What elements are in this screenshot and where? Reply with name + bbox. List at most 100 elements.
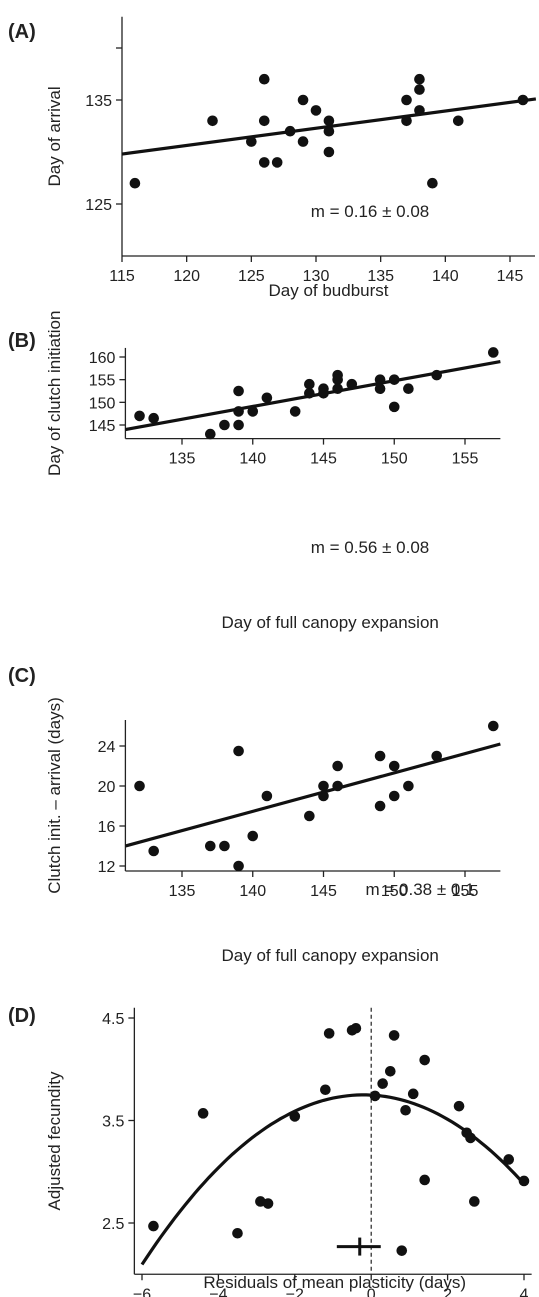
x-tick-label: −4 [209,1286,227,1297]
x-tick-label: 145 [310,883,337,900]
data-point [271,157,283,168]
data-point [318,790,329,802]
panel-3: (D) −6 −4 −2 0 2 4 2.5 3.5 4.5 Residuals of mean p… [8,1005,532,1297]
x-tick-label: 135 [169,451,196,468]
data-point [207,115,218,127]
data-point [233,406,244,417]
data-point [289,406,301,417]
y-axis-title: Day of arrival [45,86,64,186]
y-tick-label: 135 [85,93,112,110]
data-point [332,374,343,385]
data-point [323,125,335,137]
x-tick-label: 145 [497,268,524,285]
data-point [469,1196,480,1207]
data-point [323,146,335,158]
data-point [247,830,259,842]
x-tick-label: 150 [381,883,408,900]
regression-line [124,742,501,848]
y-tick-label: 2.5 [102,1216,124,1233]
quadratic-fit-curve [140,1093,526,1266]
panel-letter: (A) [8,21,36,43]
data-point [385,1066,396,1077]
y-tick-label: 3.5 [102,1114,124,1131]
data-point [233,385,244,397]
data-point [197,1108,209,1119]
x-tick-label: 150 [381,451,408,468]
data-point [396,1245,408,1256]
data-point [134,410,145,422]
data-point [219,840,230,852]
data-point [261,790,273,802]
y-axis-title: Clutch init. – arrival (days) [45,697,64,894]
data-point [332,780,343,792]
data-point [431,369,443,381]
data-point [134,780,145,792]
data-point [374,374,386,385]
data-point [414,105,425,116]
data-point [262,1198,274,1209]
data-point [346,378,358,390]
x-tick-label: 115 [109,268,135,285]
y-tick-label: 16 [98,819,116,836]
y-tick-label: 145 [89,418,116,435]
data-point [388,401,400,413]
data-point [401,115,412,127]
data-point [503,1154,515,1165]
data-point [374,750,386,762]
x-tick-label: 2 [443,1286,452,1297]
y-tick-label: 4.5 [102,1011,124,1028]
data-point [414,84,425,95]
data-point [247,406,259,417]
y-tick-label: 160 [89,350,116,367]
slope-annotation: m = 0.16 ± 0.08 [311,202,430,221]
y-tick-label: 24 [98,739,116,756]
y-tick-label: 125 [85,197,112,214]
data-point [419,1054,430,1066]
slope-annotation: m = 0.56 ± 0.08 [311,538,430,557]
x-axis-title: Day of full canopy expansion [222,946,439,965]
data-point [488,347,499,358]
data-point [350,1022,362,1034]
data-point [452,115,464,127]
y-tick-label: 20 [98,779,116,796]
data-point [232,1227,243,1239]
x-tick-label: 155 [452,451,479,468]
y-tick-label: 12 [98,859,116,876]
x-tick-label: 140 [432,268,459,285]
data-point [374,800,386,812]
x-axis-title: Day of budburst [268,281,388,300]
x-axis-title: Residuals of mean plasticity (days) [203,1273,466,1292]
data-point [427,177,438,189]
data-point [488,720,499,732]
data-point [304,810,315,822]
data-point [148,412,159,424]
y-tick-label: 155 [89,373,116,390]
x-axis-title: Day of full canopy expansion [222,613,439,632]
x-tick-label: 135 [367,268,394,285]
data-point [414,73,425,85]
data-point [219,419,230,431]
data-point [419,1174,430,1186]
panel-letter: (B) [8,330,36,352]
data-point [323,115,335,127]
data-point [129,177,141,189]
x-tick-label: 4 [520,1286,529,1297]
y-axis-title: Adjusted fecundity [45,1071,64,1210]
data-point [403,780,414,792]
x-tick-label: 145 [310,451,337,468]
x-tick-label: 0 [367,1286,376,1297]
data-point [297,136,309,147]
panel-letter: (D) [8,1005,36,1027]
data-point [233,419,244,431]
x-tick-label: 140 [239,451,266,468]
data-point [318,780,329,792]
y-tick-label: 150 [89,395,116,412]
data-point [205,428,216,440]
data-point [453,1100,465,1112]
data-point [388,1030,400,1041]
data-point [400,1104,411,1116]
data-point [261,392,273,404]
data-point [407,1088,419,1100]
data-point [517,94,529,106]
data-point [323,1028,335,1039]
